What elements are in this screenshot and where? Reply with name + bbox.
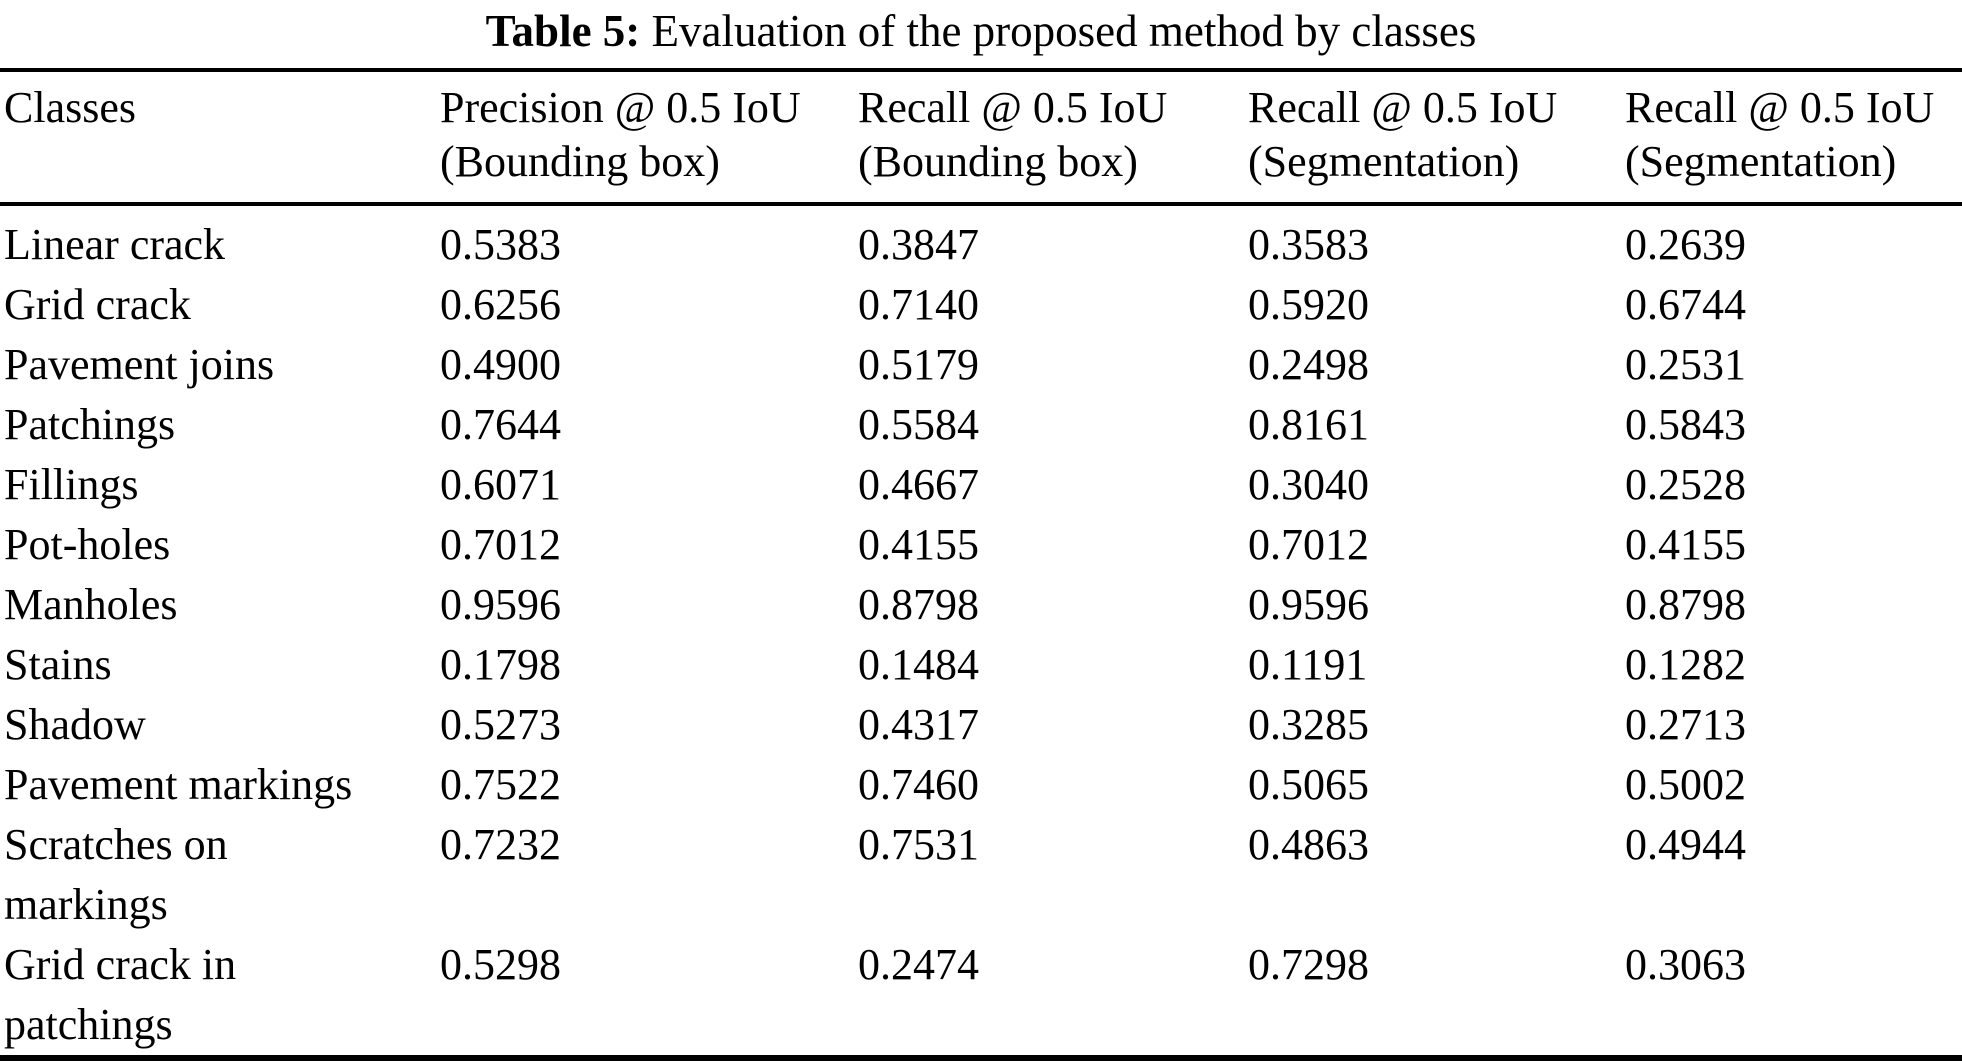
metric-value-cell: 0.4944 [1625, 820, 1746, 869]
table-caption-title: Evaluation of the proposed method by cla… [651, 6, 1477, 56]
table-row: Shadow 0.5273 0.4317 0.3285 0.2713 [0, 695, 1962, 755]
metric-value-cell: 0.2639 [1625, 220, 1746, 269]
table-row: Fillings 0.6071 0.4667 0.3040 0.2528 [0, 455, 1962, 515]
metric-value-cell: 0.4900 [440, 340, 561, 389]
column-header-recall-bbox: Recall @ 0.5 IoU (Bounding box) [858, 70, 1248, 206]
class-name-cell: Grid crack [4, 280, 191, 329]
class-name-cell: Scratches on markings [4, 820, 228, 929]
metric-value-cell: 0.1798 [440, 640, 561, 689]
metric-value-cell: 0.7522 [440, 760, 561, 809]
metric-value-cell: 0.7531 [858, 820, 979, 869]
class-name-cell: Pavement markings [4, 760, 353, 809]
metric-value-cell: 0.7140 [858, 280, 979, 329]
metric-value-cell: 0.7012 [440, 520, 561, 569]
metric-value-cell: 0.4155 [1625, 520, 1746, 569]
metric-value-cell: 0.7012 [1248, 520, 1369, 569]
metric-value-cell: 0.2531 [1625, 340, 1746, 389]
table-body: Linear crack 0.5383 0.3847 0.3583 0.2639 Grid… [0, 204, 1962, 1058]
table-header: Classes Precision @ 0.5 IoU (Bounding bo… [0, 70, 1962, 206]
metric-value-cell: 0.3583 [1248, 220, 1369, 269]
table-row: Grid crack in patchings 0.5298 0.2474 0.729… [0, 935, 1962, 1058]
metric-value-cell: 0.3040 [1248, 460, 1369, 509]
table-row: Grid crack 0.6256 0.7140 0.5920 0.6744 [0, 275, 1962, 335]
metric-value-cell: 0.5920 [1248, 280, 1369, 329]
table-row: Stains 0.1798 0.1484 0.1191 0.1282 [0, 635, 1962, 695]
table-row: Pot-holes 0.7012 0.4155 0.7012 0.4155 [0, 515, 1962, 575]
column-header-recall-segmentation-1: Recall @ 0.5 IoU (Segmentation) [1248, 70, 1625, 206]
column-header-recall-segmentation-2: Recall @ 0.5 IoU (Segmentation) [1625, 70, 1962, 206]
metric-value-cell: 0.5179 [858, 340, 979, 389]
class-name-cell: Grid crack in patchings [4, 940, 237, 1049]
column-header-precision-bbox: Precision @ 0.5 IoU (Bounding box) [440, 70, 858, 206]
metric-value-cell: 0.8798 [1625, 580, 1746, 629]
metric-value-cell: 0.9596 [1248, 580, 1369, 629]
metric-value-cell: 0.5383 [440, 220, 561, 269]
metric-value-cell: 0.5843 [1625, 400, 1746, 449]
table-row: Patchings 0.7644 0.5584 0.8161 0.5843 [0, 395, 1962, 455]
class-name-cell: Pot-holes [4, 520, 171, 569]
table-caption-number: Table 5: [485, 6, 641, 56]
class-name-cell: Manholes [4, 580, 178, 629]
column-header-classes: Classes [0, 70, 440, 206]
metric-value-cell: 0.4667 [858, 460, 979, 509]
metric-value-cell: 0.8798 [858, 580, 979, 629]
class-name-cell: Stains [4, 640, 112, 689]
metric-value-cell: 0.1282 [1625, 640, 1746, 689]
metric-value-cell: 0.3285 [1248, 700, 1369, 749]
class-name-cell: Pavement joins [4, 340, 275, 389]
metric-value-cell: 0.2498 [1248, 340, 1369, 389]
metric-value-cell: 0.3847 [858, 220, 979, 269]
metric-value-cell: 0.2528 [1625, 460, 1746, 509]
metric-value-cell: 0.7232 [440, 820, 561, 869]
metric-value-cell: 0.7298 [1248, 940, 1369, 989]
table-row: Pavement joins 0.4900 0.5179 0.2498 0.2531 [0, 335, 1962, 395]
metric-value-cell: 0.2713 [1625, 700, 1746, 749]
metric-value-cell: 0.6256 [440, 280, 561, 329]
table-row: Scratches on markings 0.7232 0.7531 0.4863 0… [0, 815, 1962, 935]
metric-value-cell: 0.3063 [1625, 940, 1746, 989]
metric-value-cell: 0.4317 [858, 700, 979, 749]
metric-value-cell: 0.2474 [858, 940, 979, 989]
metric-value-cell: 0.5002 [1625, 760, 1746, 809]
metric-value-cell: 0.6071 [440, 460, 561, 509]
metric-value-cell: 0.8161 [1248, 400, 1369, 449]
evaluation-table: Classes Precision @ 0.5 IoU (Bounding bo… [0, 68, 1962, 1061]
class-name-cell: Patchings [4, 400, 176, 449]
metric-value-cell: 0.5584 [858, 400, 979, 449]
table-row: Linear crack 0.5383 0.3847 0.3583 0.2639 [0, 204, 1962, 275]
class-name-cell: Linear crack [4, 220, 226, 269]
class-name-cell: Fillings [4, 460, 139, 509]
metric-value-cell: 0.5065 [1248, 760, 1369, 809]
metric-value-cell: 0.5273 [440, 700, 561, 749]
metric-value-cell: 0.1191 [1248, 640, 1368, 689]
metric-value-cell: 0.5298 [440, 940, 561, 989]
metric-value-cell: 0.4155 [858, 520, 979, 569]
metric-value-cell: 0.7460 [858, 760, 979, 809]
metric-value-cell: 0.7644 [440, 400, 561, 449]
table-row: Pavement markings 0.7522 0.7460 0.5065 0.500… [0, 755, 1962, 815]
metric-value-cell: 0.4863 [1248, 820, 1369, 869]
metric-value-cell: 0.6744 [1625, 280, 1746, 329]
metric-value-cell: 0.1484 [858, 640, 979, 689]
metric-value-cell: 0.9596 [440, 580, 561, 629]
header-row: Classes Precision @ 0.5 IoU (Bounding bo… [0, 70, 1962, 206]
class-name-cell: Shadow [4, 700, 146, 749]
table-caption: Table 5: Evaluation of the proposed meth… [0, 2, 1962, 60]
table-row: Manholes 0.9596 0.8798 0.9596 0.8798 [0, 575, 1962, 635]
